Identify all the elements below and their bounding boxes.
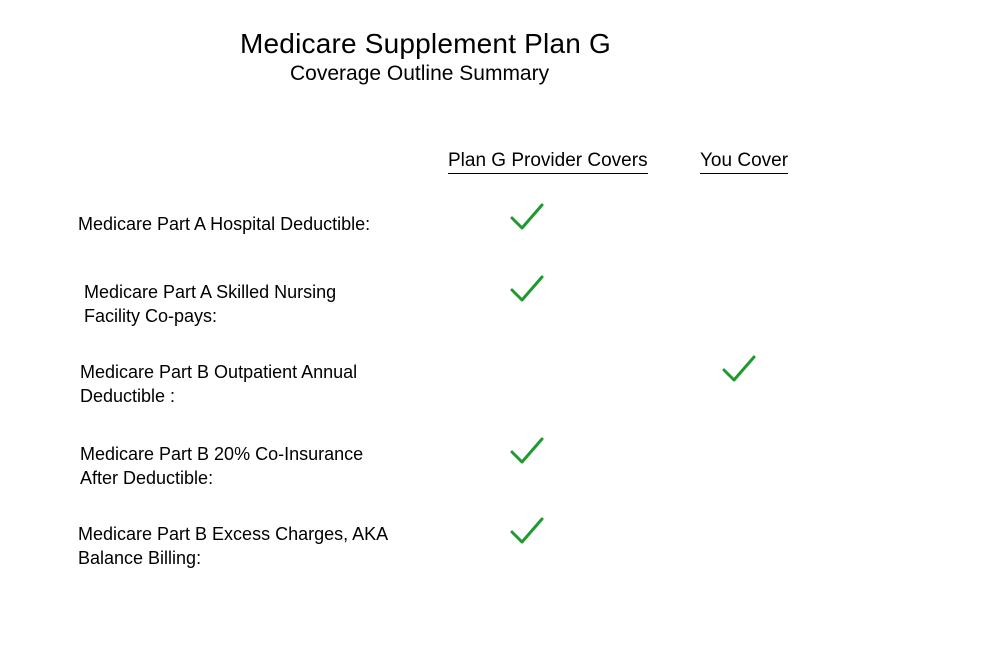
check-icon: [508, 434, 546, 468]
row-label: Medicare Part B Outpatient Annual Deduct…: [80, 360, 390, 408]
check-icon: [720, 352, 758, 386]
page-title: Medicare Supplement Plan G: [240, 28, 611, 60]
check-icon: [508, 514, 546, 548]
page-subtitle: Coverage Outline Summary: [290, 62, 611, 86]
check-icon: [508, 200, 546, 234]
check-icon: [508, 272, 546, 306]
row-label: Medicare Part B 20% Co-Insurance After D…: [80, 442, 390, 490]
row-label: Medicare Part A Skilled Nursing Facility…: [84, 280, 394, 328]
column-header-provider: Plan G Provider Covers: [448, 150, 648, 174]
row-label: Medicare Part B Excess Charges, AKA Bala…: [78, 522, 388, 570]
row-label: Medicare Part A Hospital Deductible:: [78, 212, 370, 236]
title-block: Medicare Supplement Plan G Coverage Outl…: [240, 28, 611, 86]
column-header-you: You Cover: [700, 150, 788, 174]
